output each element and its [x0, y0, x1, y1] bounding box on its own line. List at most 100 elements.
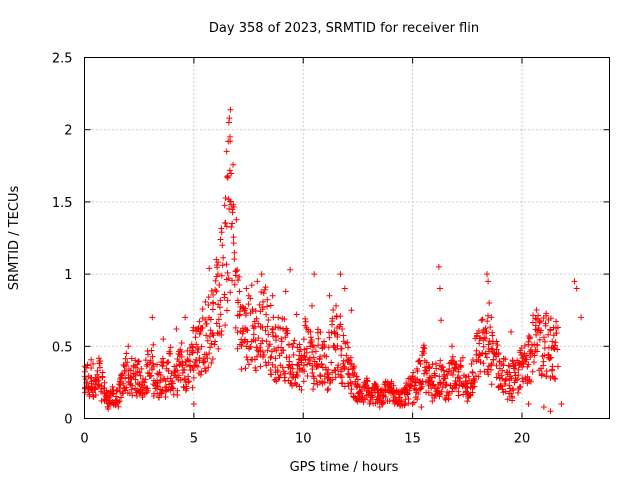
data-point — [409, 401, 416, 408]
data-point — [465, 373, 472, 380]
data-point — [94, 367, 101, 374]
data-point — [425, 389, 432, 396]
data-point — [325, 366, 332, 373]
data-point — [404, 391, 411, 398]
data-point — [505, 362, 512, 369]
data-point — [213, 320, 220, 327]
data-point — [209, 306, 216, 313]
data-point — [150, 341, 157, 348]
data-point — [208, 340, 215, 347]
data-point — [224, 269, 231, 276]
data-point — [549, 338, 556, 345]
data-point — [534, 348, 541, 355]
data-point — [165, 367, 172, 374]
data-point — [250, 325, 257, 332]
data-point — [410, 399, 417, 406]
data-point — [252, 367, 259, 374]
data-point — [205, 301, 212, 308]
data-point — [269, 325, 276, 332]
data-point — [114, 397, 121, 404]
y-tick-label: 1.5 — [52, 196, 73, 211]
data-point — [310, 354, 317, 361]
data-point — [433, 388, 440, 395]
data-point — [438, 317, 445, 324]
data-point — [268, 353, 275, 360]
data-point — [281, 316, 288, 323]
data-point — [558, 401, 565, 408]
data-point — [101, 379, 108, 386]
data-point — [515, 372, 522, 379]
data-point — [247, 343, 254, 350]
data-point — [328, 359, 335, 366]
data-point — [159, 363, 166, 370]
data-point — [243, 285, 250, 292]
data-point — [261, 286, 268, 293]
data-point — [223, 261, 230, 268]
data-point — [334, 364, 341, 371]
data-point — [259, 348, 266, 355]
data-point — [489, 332, 496, 339]
data-point — [99, 373, 106, 380]
data-point — [450, 358, 457, 365]
data-point — [337, 321, 344, 328]
data-point — [142, 357, 149, 364]
data-point — [420, 344, 427, 351]
data-point — [257, 324, 264, 331]
data-point — [88, 364, 95, 371]
data-point — [260, 290, 267, 297]
data-point — [533, 306, 540, 313]
data-point — [257, 340, 264, 347]
data-point — [91, 386, 98, 393]
data-point — [488, 345, 495, 352]
data-point — [259, 337, 266, 344]
data-point — [207, 327, 214, 334]
data-point — [526, 335, 533, 342]
data-point — [309, 302, 315, 309]
data-point — [278, 335, 285, 342]
data-point — [296, 365, 303, 372]
data-point — [338, 345, 345, 352]
data-point — [266, 341, 273, 348]
data-point — [122, 355, 129, 362]
data-point — [198, 325, 205, 332]
data-point — [273, 378, 280, 385]
data-point — [254, 278, 261, 285]
data-point — [495, 349, 502, 356]
data-point — [493, 346, 500, 353]
data-point — [480, 337, 487, 344]
data-point — [390, 382, 397, 389]
x-tick-label: 10 — [295, 432, 312, 447]
data-point — [278, 350, 285, 357]
data-point — [242, 305, 249, 312]
data-point — [421, 345, 428, 352]
data-point — [262, 327, 269, 334]
data-point — [543, 310, 550, 317]
data-point — [293, 311, 300, 318]
data-point — [331, 367, 338, 374]
data-point — [488, 314, 495, 321]
data-point — [212, 286, 219, 293]
data-point — [375, 395, 382, 402]
data-point — [485, 371, 492, 378]
data-point — [571, 278, 578, 285]
data-point — [494, 342, 501, 349]
data-point — [88, 380, 95, 387]
data-point — [537, 318, 544, 325]
data-point — [202, 298, 209, 305]
data-point — [149, 353, 156, 360]
data-point — [480, 343, 487, 350]
data-point — [231, 256, 238, 263]
data-point — [218, 331, 225, 338]
data-point — [509, 385, 516, 392]
data-point — [170, 385, 177, 392]
data-point — [524, 373, 531, 380]
data-point — [533, 331, 540, 338]
data-point — [487, 324, 494, 331]
data-point — [530, 359, 537, 366]
data-point — [433, 365, 440, 372]
data-point — [540, 358, 547, 365]
data-point — [312, 348, 319, 355]
data-point — [530, 312, 537, 319]
data-point — [488, 360, 495, 367]
